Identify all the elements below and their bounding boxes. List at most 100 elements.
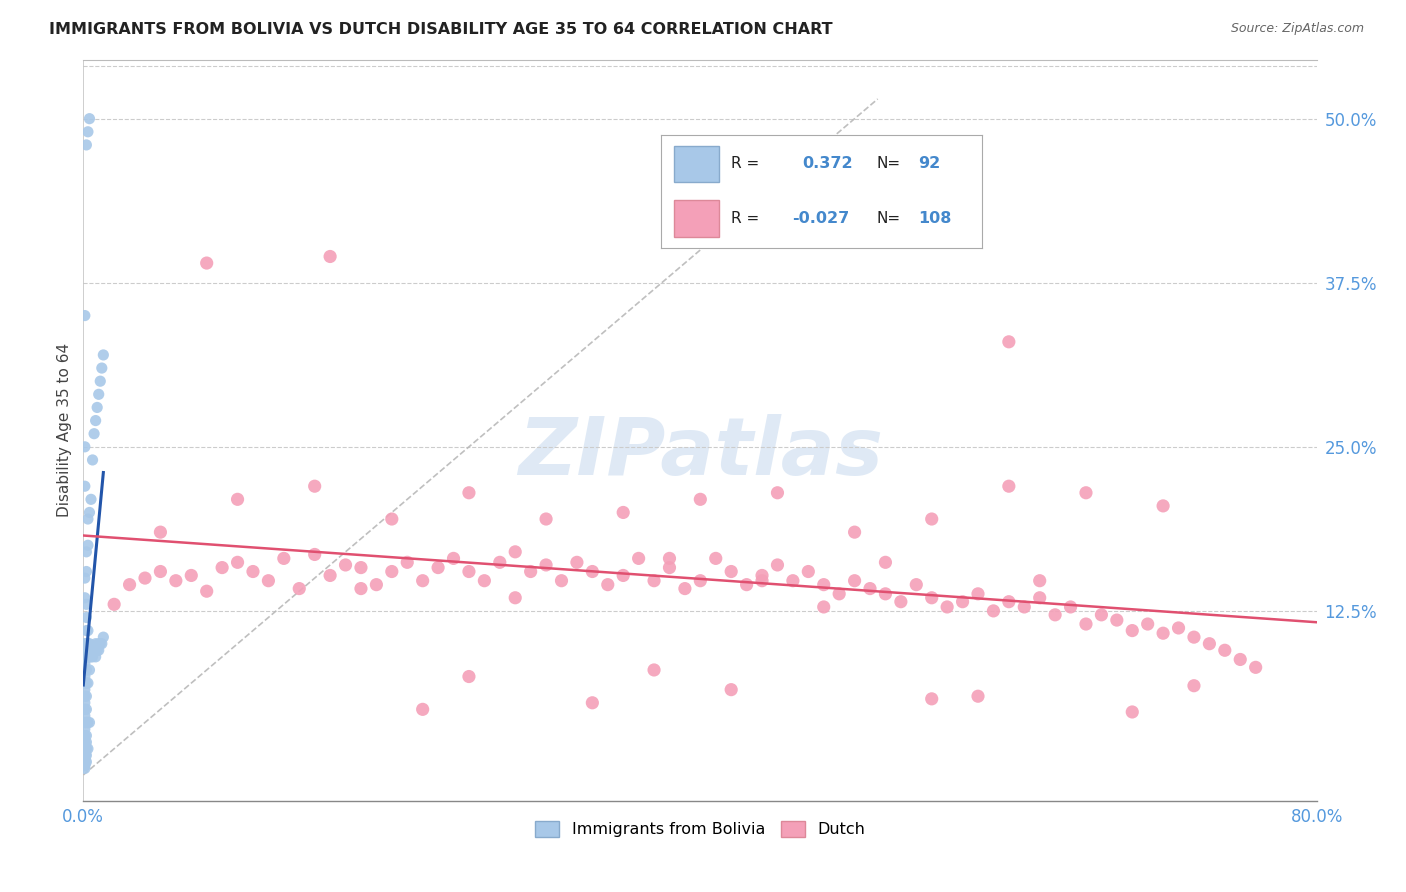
Point bbox=[75, 624, 97, 638]
Point bbox=[73, 755, 96, 769]
Point bbox=[720, 682, 742, 697]
Point bbox=[534, 558, 557, 572]
Point bbox=[503, 591, 526, 605]
Point bbox=[921, 512, 943, 526]
Point bbox=[1105, 613, 1128, 627]
Point bbox=[458, 669, 481, 683]
Point bbox=[921, 591, 943, 605]
Point bbox=[73, 735, 96, 749]
Point bbox=[257, 574, 280, 588]
Point bbox=[79, 663, 101, 677]
Point bbox=[75, 649, 97, 664]
Point bbox=[73, 751, 96, 765]
Point bbox=[366, 577, 388, 591]
Point bbox=[77, 676, 100, 690]
FancyBboxPatch shape bbox=[673, 200, 718, 236]
Point bbox=[73, 637, 96, 651]
Point bbox=[77, 715, 100, 730]
Point bbox=[751, 568, 773, 582]
Point bbox=[79, 112, 101, 126]
Point bbox=[828, 587, 851, 601]
Point bbox=[443, 551, 465, 566]
Point bbox=[534, 512, 557, 526]
Point bbox=[1028, 574, 1050, 588]
Point bbox=[844, 574, 866, 588]
Point bbox=[1074, 485, 1097, 500]
Point bbox=[1014, 599, 1036, 614]
Point bbox=[875, 555, 897, 569]
Point bbox=[612, 505, 634, 519]
Point bbox=[503, 545, 526, 559]
Point bbox=[73, 440, 96, 454]
Point bbox=[118, 577, 141, 591]
Point bbox=[77, 624, 100, 638]
Point bbox=[211, 560, 233, 574]
Point bbox=[77, 643, 100, 657]
Point bbox=[350, 582, 373, 596]
Point bbox=[1182, 630, 1205, 644]
Point bbox=[381, 565, 404, 579]
Point bbox=[83, 643, 105, 657]
Point bbox=[73, 669, 96, 683]
Point bbox=[998, 334, 1021, 349]
Point bbox=[73, 479, 96, 493]
Point bbox=[813, 599, 835, 614]
Point bbox=[90, 361, 112, 376]
Point bbox=[87, 637, 110, 651]
Point bbox=[983, 604, 1005, 618]
Point bbox=[890, 595, 912, 609]
Point bbox=[1090, 607, 1112, 622]
Point bbox=[73, 663, 96, 677]
Point bbox=[75, 676, 97, 690]
Point bbox=[80, 649, 103, 664]
Point bbox=[75, 755, 97, 769]
Point bbox=[689, 492, 711, 507]
Point bbox=[149, 565, 172, 579]
Point bbox=[73, 715, 96, 730]
Point bbox=[73, 748, 96, 763]
Text: N=: N= bbox=[876, 156, 900, 171]
Point bbox=[87, 387, 110, 401]
Point bbox=[73, 722, 96, 736]
Point bbox=[550, 574, 572, 588]
Point bbox=[1121, 624, 1143, 638]
Point bbox=[921, 691, 943, 706]
Point bbox=[79, 505, 101, 519]
Point bbox=[73, 759, 96, 773]
Point bbox=[242, 565, 264, 579]
Point bbox=[565, 555, 588, 569]
Point bbox=[1152, 626, 1174, 640]
Point bbox=[73, 309, 96, 323]
Point bbox=[472, 574, 495, 588]
Point bbox=[84, 413, 107, 427]
Point bbox=[73, 761, 96, 775]
Point bbox=[75, 610, 97, 624]
Point bbox=[87, 643, 110, 657]
Point bbox=[319, 250, 342, 264]
Point bbox=[1229, 652, 1251, 666]
Point bbox=[73, 696, 96, 710]
Text: -0.027: -0.027 bbox=[793, 211, 849, 226]
Point bbox=[1182, 679, 1205, 693]
Text: 108: 108 bbox=[918, 211, 952, 226]
Point bbox=[967, 690, 990, 704]
Point bbox=[89, 374, 111, 388]
Point bbox=[766, 485, 789, 500]
Point bbox=[751, 574, 773, 588]
Point bbox=[1198, 637, 1220, 651]
Point bbox=[643, 663, 665, 677]
Point bbox=[73, 709, 96, 723]
Point bbox=[73, 591, 96, 605]
Point bbox=[75, 663, 97, 677]
Point bbox=[79, 649, 101, 664]
Point bbox=[82, 649, 104, 664]
Point bbox=[581, 696, 603, 710]
Text: 92: 92 bbox=[918, 156, 941, 171]
Point bbox=[75, 545, 97, 559]
Y-axis label: Disability Age 35 to 64: Disability Age 35 to 64 bbox=[58, 343, 72, 517]
Point bbox=[304, 548, 326, 562]
Point bbox=[458, 485, 481, 500]
Point bbox=[73, 755, 96, 769]
Point bbox=[782, 574, 804, 588]
Point bbox=[75, 735, 97, 749]
